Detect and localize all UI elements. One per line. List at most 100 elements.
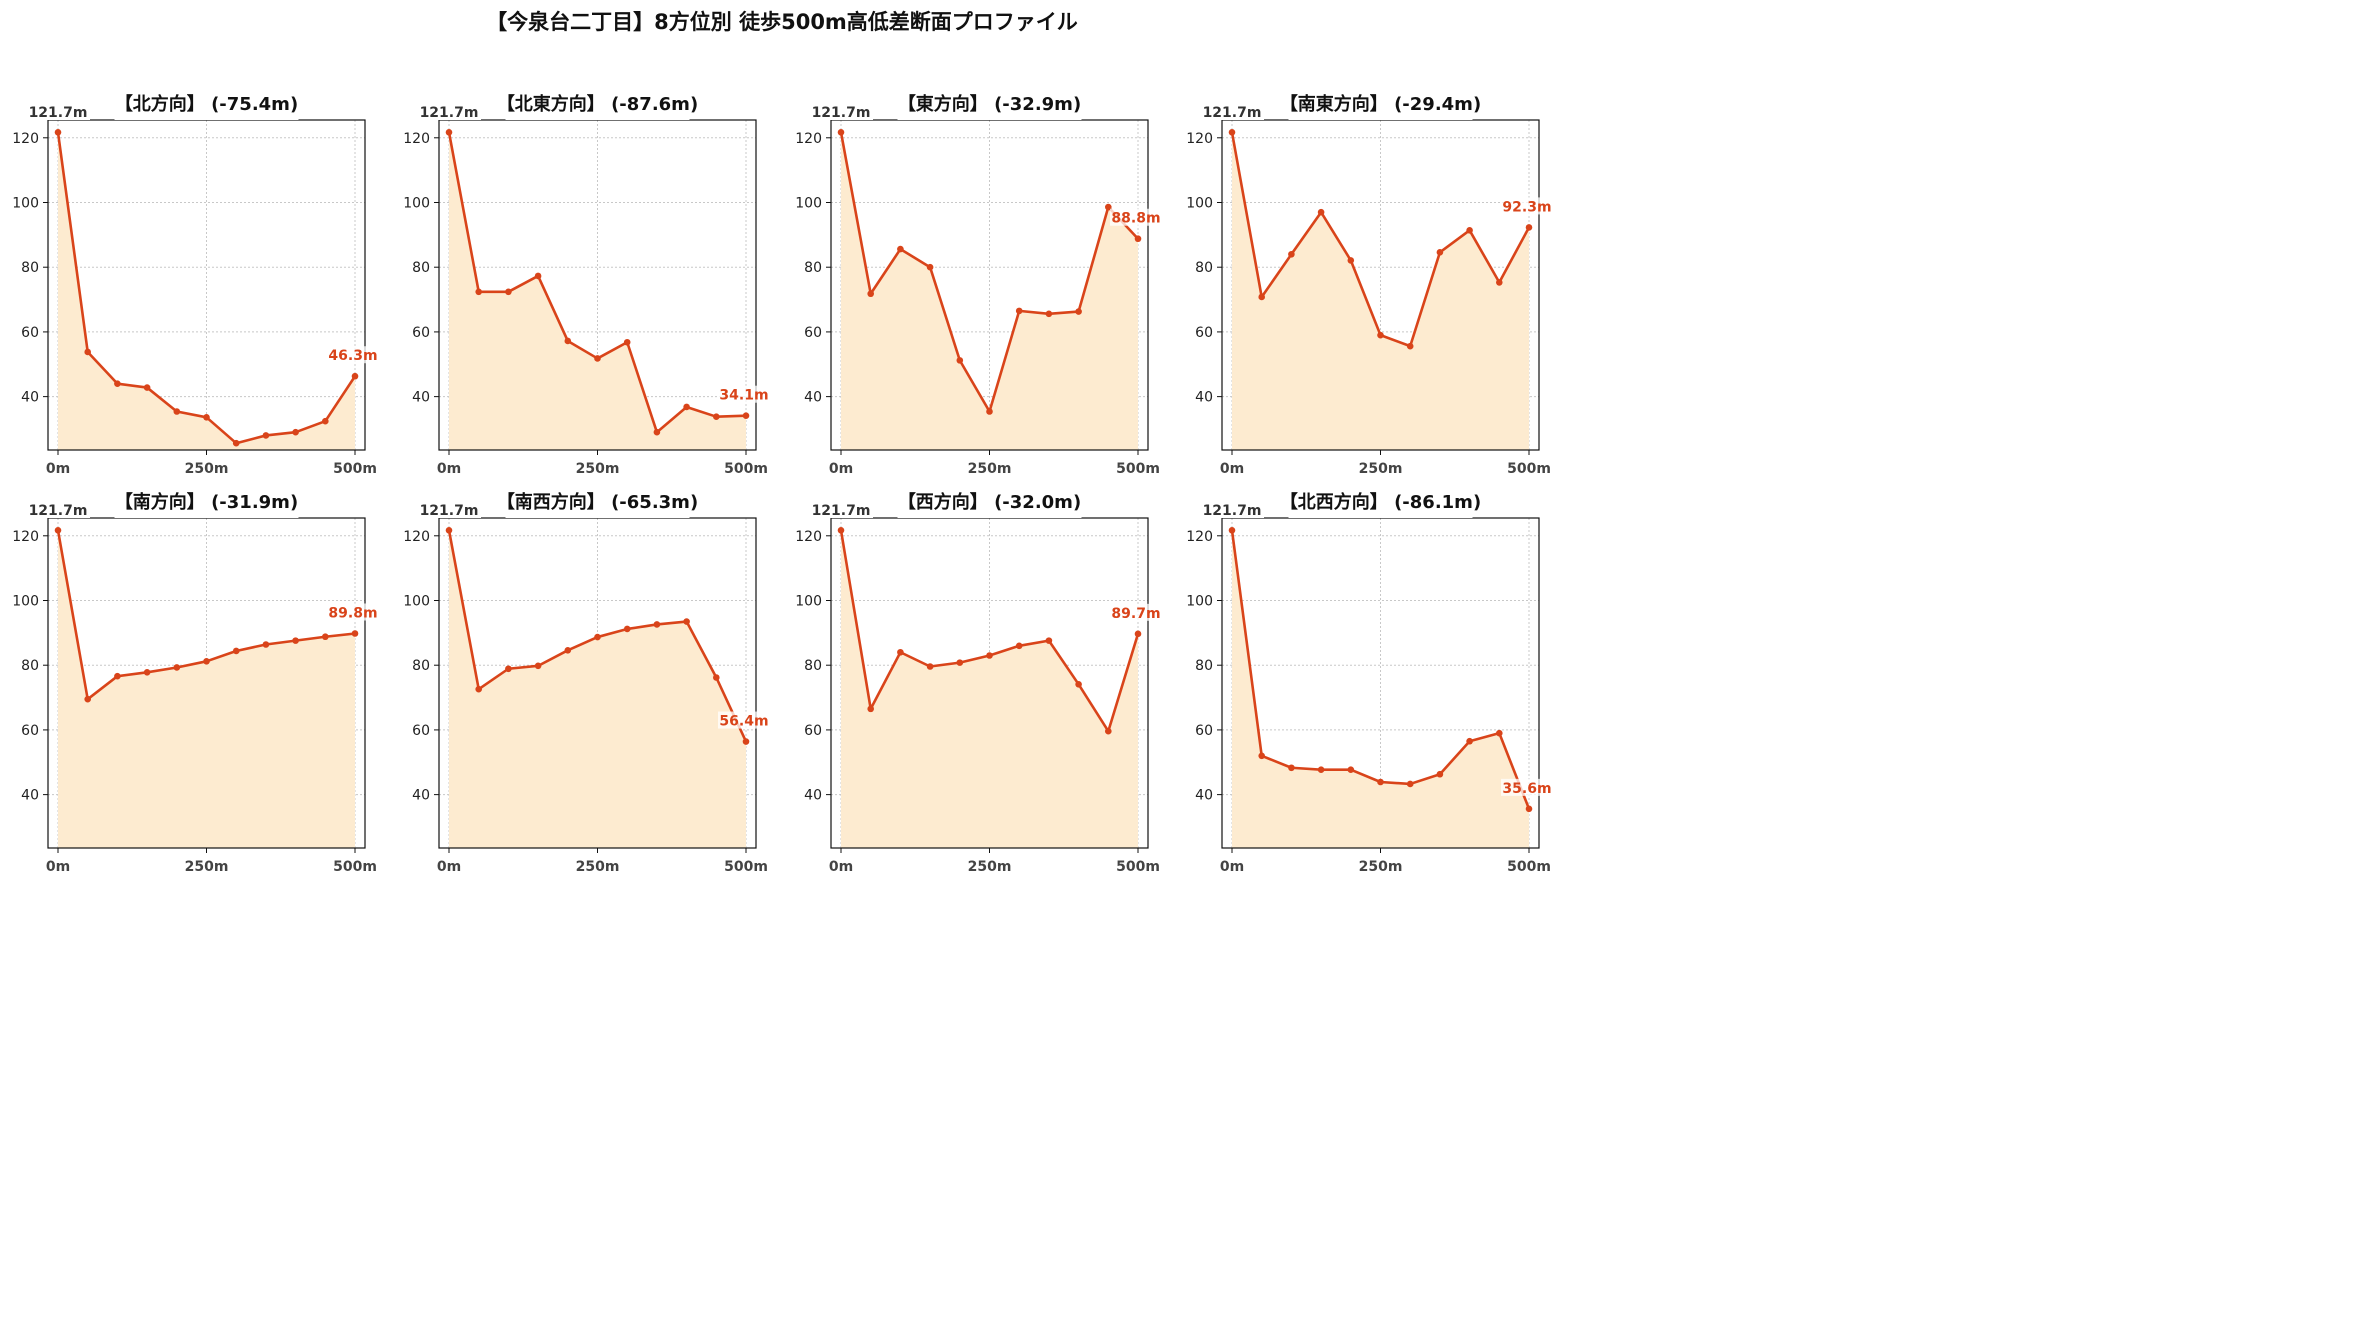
data-point bbox=[445, 128, 453, 136]
data-point bbox=[1105, 727, 1112, 735]
data-point bbox=[1436, 770, 1444, 778]
y-tick-label: 60 bbox=[804, 723, 822, 739]
data-point bbox=[1288, 764, 1295, 772]
y-tick-label: 80 bbox=[21, 658, 39, 674]
title-backing bbox=[897, 488, 1082, 518]
x-tick-label: 0m bbox=[1220, 859, 1244, 875]
x-tick-label: 500m bbox=[724, 461, 768, 477]
data-point bbox=[926, 663, 934, 670]
data-point bbox=[1377, 778, 1384, 786]
data-point bbox=[114, 380, 121, 387]
y-tick-label: 40 bbox=[412, 788, 430, 804]
elevation-area bbox=[449, 530, 746, 848]
y-tick-label: 80 bbox=[412, 658, 430, 674]
data-point bbox=[351, 372, 359, 380]
data-point bbox=[1015, 307, 1023, 315]
end-elevation-label: 92.3m bbox=[1502, 199, 1551, 215]
data-point bbox=[475, 685, 483, 693]
data-point bbox=[232, 647, 240, 655]
data-point bbox=[1525, 805, 1533, 813]
x-tick-label: 250m bbox=[185, 859, 229, 875]
y-tick-label: 40 bbox=[21, 788, 39, 804]
subplot-title: 【西方向】 (-32.0m) bbox=[898, 491, 1081, 513]
subplot-title: 【南東方向】 (-29.4m) bbox=[1280, 93, 1481, 115]
x-tick-label: 500m bbox=[333, 859, 377, 875]
data-point bbox=[742, 738, 750, 745]
data-point bbox=[594, 355, 601, 362]
subplot-title: 【北西方向】 (-86.1m) bbox=[1280, 491, 1481, 513]
data-point bbox=[1134, 630, 1142, 638]
data-point bbox=[143, 669, 151, 676]
data-point bbox=[867, 290, 874, 298]
end-elevation-label: 56.4m bbox=[719, 714, 768, 730]
x-tick-label: 500m bbox=[1116, 461, 1160, 477]
data-point bbox=[683, 403, 690, 411]
y-tick-label: 60 bbox=[1195, 325, 1213, 341]
profile-chart: 40 60 80 100 120 0m 250m 500m 【南東方向】 (-29.4m) 121… bbox=[1186, 90, 1557, 477]
y-tick-label: 40 bbox=[804, 390, 822, 406]
y-tick-label: 100 bbox=[1186, 594, 1213, 610]
start-elevation-label: 121.7m bbox=[1203, 105, 1262, 121]
title-backing bbox=[114, 90, 299, 120]
x-tick-label: 250m bbox=[576, 461, 620, 477]
data-point bbox=[1134, 235, 1142, 243]
y-tick-label: 100 bbox=[12, 594, 39, 610]
x-tick-label: 250m bbox=[968, 461, 1012, 477]
data-point bbox=[475, 288, 483, 296]
profile-chart: 40 60 80 100 120 0m 250m 500m 【西方向】 (-32.0m) 121.… bbox=[795, 488, 1166, 875]
title-backing bbox=[505, 488, 690, 518]
x-tick-label: 0m bbox=[46, 859, 70, 875]
data-point bbox=[534, 272, 542, 280]
x-tick-label: 250m bbox=[1359, 461, 1403, 477]
y-tick-label: 40 bbox=[412, 390, 430, 406]
elevation-area bbox=[449, 132, 746, 450]
data-point bbox=[114, 672, 121, 680]
data-point bbox=[1496, 279, 1503, 286]
y-tick-label: 100 bbox=[403, 196, 430, 212]
start-elevation-label: 121.7m bbox=[1203, 503, 1262, 519]
data-point bbox=[534, 662, 542, 670]
title-backing bbox=[505, 90, 690, 120]
x-tick-label: 250m bbox=[185, 461, 229, 477]
data-point bbox=[292, 428, 299, 436]
data-point bbox=[623, 338, 631, 346]
data-point bbox=[262, 641, 270, 648]
data-point bbox=[564, 647, 572, 654]
data-point bbox=[1228, 526, 1236, 534]
elevation-area bbox=[1232, 132, 1529, 450]
data-point bbox=[203, 658, 210, 665]
data-point bbox=[1075, 308, 1082, 315]
title-backing bbox=[897, 90, 1082, 120]
start-elevation-label: 121.7m bbox=[29, 503, 88, 519]
data-point bbox=[1228, 128, 1236, 136]
y-tick-label: 60 bbox=[804, 325, 822, 341]
data-point bbox=[926, 263, 934, 271]
y-tick-label: 120 bbox=[403, 529, 430, 545]
data-point bbox=[897, 245, 904, 253]
elevation-area bbox=[1232, 530, 1529, 848]
data-point bbox=[1406, 342, 1414, 350]
elevation-area bbox=[58, 530, 355, 848]
profile-chart: 40 60 80 100 120 0m 250m 500m 【北方向】 (-75.4m) 121.… bbox=[12, 90, 383, 477]
data-point bbox=[867, 705, 874, 713]
data-point bbox=[564, 337, 572, 345]
data-point bbox=[713, 413, 720, 420]
end-label-backing bbox=[718, 711, 774, 729]
x-tick-label: 250m bbox=[1359, 859, 1403, 875]
y-tick-label: 120 bbox=[1186, 131, 1213, 147]
end-label-backing bbox=[718, 385, 774, 403]
y-tick-label: 120 bbox=[795, 529, 822, 545]
end-label-backing bbox=[327, 346, 383, 364]
data-point bbox=[1045, 637, 1053, 644]
data-point bbox=[232, 439, 240, 447]
end-elevation-label: 35.6m bbox=[1502, 781, 1551, 797]
start-label-backing bbox=[24, 105, 90, 120]
x-tick-label: 250m bbox=[576, 859, 620, 875]
start-label-backing bbox=[415, 503, 481, 518]
y-tick-label: 60 bbox=[21, 325, 39, 341]
data-point bbox=[1377, 331, 1384, 339]
x-tick-label: 500m bbox=[1116, 859, 1160, 875]
data-point bbox=[173, 664, 181, 671]
subplot-title: 【北方向】 (-75.4m) bbox=[115, 93, 298, 115]
y-tick-label: 100 bbox=[795, 196, 822, 212]
